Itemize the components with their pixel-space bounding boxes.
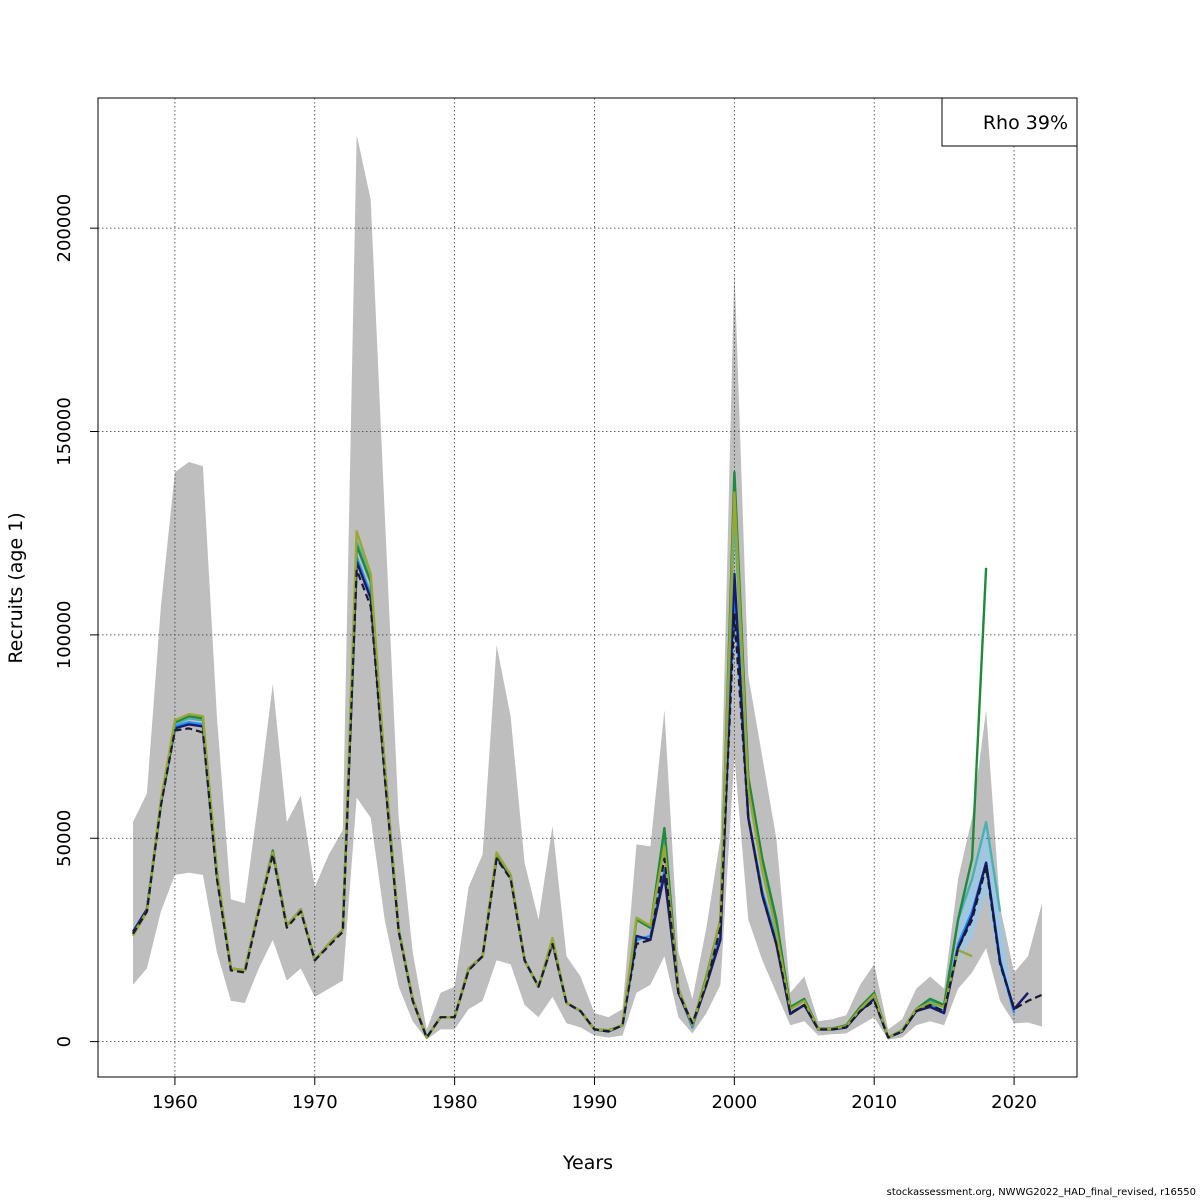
y-tick-label: 200000 (54, 194, 75, 263)
footer-note: stockassessment.org, NWWG2022_HAD_final_… (886, 1187, 1196, 1198)
series-line (132, 568, 1043, 1039)
y-axis-title: Recruits (age 1) (5, 512, 27, 663)
series-layer (131, 471, 1043, 1039)
x-tick-label: 1980 (432, 1092, 478, 1113)
confidence-band (133, 134, 1042, 1040)
legend-box (941, 97, 1078, 147)
x-tick-label: 2010 (851, 1092, 897, 1113)
legend: Rho 39% (941, 97, 1078, 147)
axis-layer: 1960 1970 1980 1990 2000 2010 2020 0 50000 100000… (54, 194, 1037, 1113)
x-tick-label: 1960 (152, 1092, 198, 1113)
y-tick-label: 50000 (54, 810, 75, 867)
y-tick-label: 0 (54, 1036, 75, 1047)
x-tick-label: 1970 (292, 1092, 338, 1113)
x-axis-title: Years (562, 1152, 613, 1174)
y-tick-label: 100000 (54, 601, 75, 670)
confidence-band-layer (133, 134, 1042, 1040)
x-tick-label: 1990 (572, 1092, 618, 1113)
x-tick-label: 2000 (711, 1092, 757, 1113)
y-tick-label: 150000 (54, 397, 75, 466)
legend-text: Rho 39% (983, 112, 1068, 134)
plot-border (97, 97, 1078, 1078)
x-tick-label: 2020 (991, 1092, 1037, 1113)
